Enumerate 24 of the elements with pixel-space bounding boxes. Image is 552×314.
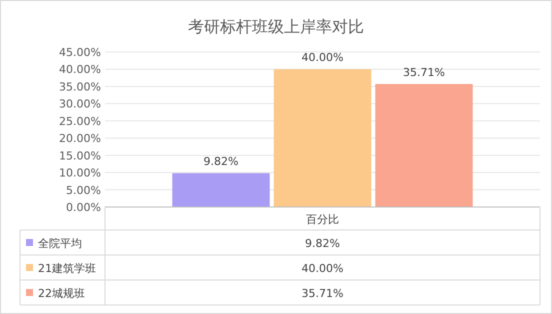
data-label: 40.00% (302, 51, 344, 64)
y-tick-label: 30.00% (59, 98, 101, 111)
data-label: 9.82% (204, 155, 238, 168)
y-tick-label: 25.00% (59, 114, 101, 128)
y-tick-label: 10.00% (59, 166, 101, 180)
y-tick-label: 0.00% (66, 201, 101, 214)
legend-label: 22城规班 (38, 287, 85, 300)
legend-label: 21建筑学班 (38, 262, 96, 275)
text: 9.82% (305, 237, 340, 250)
text: 40.00% (302, 262, 344, 275)
bar (274, 69, 372, 207)
y-tick-label: 20.00% (59, 132, 101, 146)
y-tick-label: 40.00% (59, 63, 101, 76)
chart-title: 考研标杆班级上岸率对比 (188, 17, 364, 36)
text: 35.71% (302, 287, 344, 300)
y-tick-label: 15.00% (59, 149, 101, 162)
legend-label: 全院平均 (38, 237, 82, 250)
y-tick-label: 45.00% (59, 46, 101, 59)
bar (375, 84, 473, 207)
x-tick-label: 百分比 (306, 213, 339, 226)
y-tick-label: 5.00% (66, 184, 101, 197)
y-tick-label: 35.00% (59, 80, 101, 94)
bar (172, 173, 270, 207)
data-label: 35.71% (403, 66, 445, 79)
